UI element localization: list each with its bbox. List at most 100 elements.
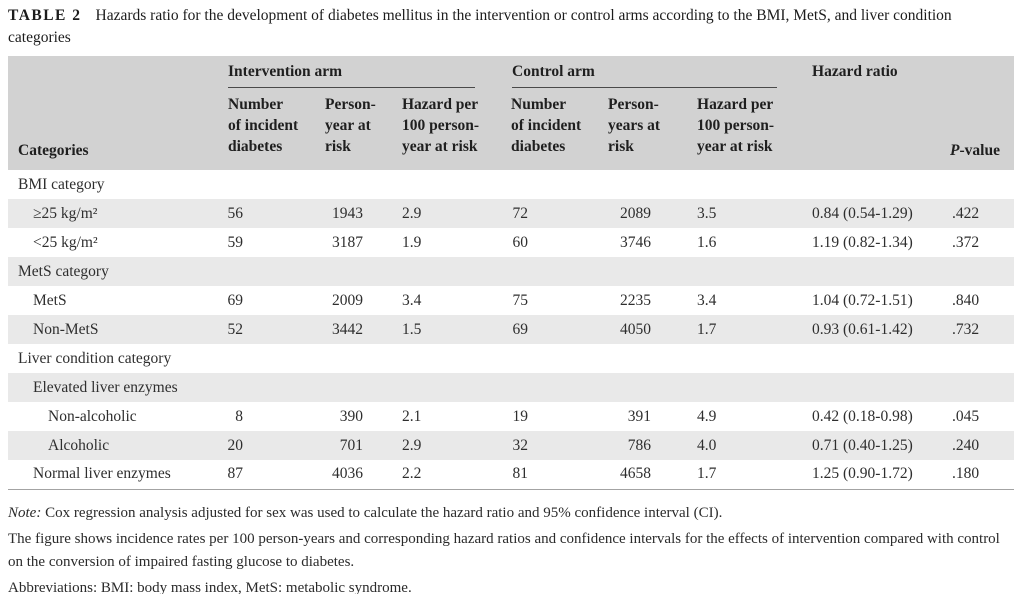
column-header-row: Categories Number of incident diabetes P… — [8, 90, 1015, 170]
cell — [932, 170, 1014, 199]
data-row-bmi-lt25: <25 kg/m² 59 3187 1.9 60 3746 1.6 1.19 (… — [8, 228, 1014, 257]
note-abbreviations: Abbreviations: BMI: body mass index, Met… — [8, 580, 412, 594]
cell: 59 — [227, 233, 244, 251]
cell — [496, 257, 594, 286]
cell — [387, 344, 496, 373]
row-label: <25 kg/m² — [33, 233, 98, 251]
control-person-years-header: Person- years at risk — [593, 90, 673, 170]
cell: .732 — [932, 315, 1015, 344]
cell: 4.0 — [672, 431, 793, 460]
cell: 0.42 (0.18-0.98) — [812, 407, 913, 425]
cell: 1.5 — [387, 315, 497, 344]
table-caption-text: Hazards ratio for the development of dia… — [8, 7, 952, 46]
cell: 2.2 — [387, 460, 497, 490]
cell — [387, 257, 497, 286]
section-row-elevated-liver-enzymes: Elevated liver enzymes — [8, 373, 1015, 402]
cell — [792, 344, 932, 373]
cell — [672, 373, 793, 402]
table-number: TABLE 2 — [8, 7, 82, 24]
empty-header-cell — [792, 90, 933, 170]
cell — [220, 257, 310, 286]
cell: 0.71 (0.40-1.25) — [792, 431, 933, 460]
control-hazard-rate-header: Hazard per 100 person- year at risk — [672, 90, 793, 170]
cell: 60 — [512, 233, 529, 251]
row-label: Normal liver enzymes — [8, 460, 220, 490]
empty-header-cell — [8, 56, 220, 90]
cell: 2.9 — [387, 199, 497, 228]
cell: .840 — [952, 291, 980, 309]
cell: 1.6 — [697, 233, 717, 251]
cell: 3187 — [332, 233, 363, 251]
cell — [220, 373, 310, 402]
row-label: Non-MetS — [8, 315, 220, 344]
cell: 701 — [310, 431, 387, 460]
section-row-bmi-category: BMI category — [8, 170, 1014, 199]
control-arm-group-header: Control arm — [496, 56, 793, 90]
data-row-mets: MetS 69 2009 3.4 75 2235 3.4 1.04 (0.72-… — [8, 286, 1014, 315]
cell: 1.9 — [402, 233, 422, 251]
section-row-mets-category: MetS category — [8, 257, 1015, 286]
data-row-normal-liver-enzymes: Normal liver enzymes 87 4036 2.2 81 4658… — [8, 460, 1015, 490]
table-footnotes: Note: Cox regression analysis adjusted f… — [8, 502, 1018, 594]
row-label: BMI category — [18, 175, 105, 193]
cell: .180 — [932, 460, 1015, 490]
cell: .045 — [952, 407, 980, 425]
data-row-non-mets: Non-MetS 52 3442 1.5 69 4050 1.7 0.93 (0… — [8, 315, 1015, 344]
cell: 391 — [627, 407, 652, 425]
cell — [220, 170, 310, 199]
cell — [496, 373, 594, 402]
note-cox-regression: Note: Cox regression analysis adjusted f… — [8, 505, 723, 521]
cell: 1.7 — [672, 460, 793, 490]
cell: 8 — [235, 407, 243, 425]
cell: 3.4 — [402, 291, 422, 309]
cell — [310, 373, 387, 402]
cell: 786 — [593, 431, 673, 460]
cell: 2235 — [620, 291, 652, 309]
cell: 3746 — [620, 233, 652, 251]
hazard-ratio-table: Intervention arm Control arm Hazard rati… — [8, 56, 1015, 490]
cell — [792, 373, 933, 402]
cell: 72 — [496, 199, 594, 228]
row-label: MetS — [33, 291, 67, 309]
cell: 52 — [220, 315, 310, 344]
cell: 81 — [496, 460, 594, 490]
cell: 19 — [512, 407, 529, 425]
data-row-non-alcoholic: Non-alcoholic 8 390 2.1 19 391 4.9 0.42 … — [8, 402, 1014, 431]
cell: 32 — [496, 431, 594, 460]
control-incident-diabetes-header: Number of incident diabetes — [496, 90, 594, 170]
cell: .422 — [932, 199, 1015, 228]
cell — [496, 170, 593, 199]
intervention-person-year-header: Person- year at risk — [310, 90, 387, 170]
cell: 0.84 (0.54-1.29) — [792, 199, 933, 228]
cell: 3.4 — [697, 291, 717, 309]
cell — [932, 373, 1015, 402]
cell: 1.19 (0.82-1.34) — [812, 233, 913, 251]
cell: 75 — [512, 291, 529, 309]
cell: 20 — [220, 431, 310, 460]
cell: .372 — [952, 233, 980, 251]
cell — [593, 257, 673, 286]
cell — [593, 344, 672, 373]
cell: 0.93 (0.61-1.42) — [792, 315, 933, 344]
cell — [496, 344, 593, 373]
cell: 2089 — [593, 199, 673, 228]
cell: 56 — [220, 199, 310, 228]
cell — [932, 257, 1015, 286]
cell — [932, 344, 1014, 373]
cell: 4.9 — [697, 407, 717, 425]
cell: 3.5 — [672, 199, 793, 228]
row-label: Elevated liver enzymes — [8, 373, 220, 402]
group-header-row: Intervention arm Control arm Hazard rati… — [8, 56, 1015, 90]
cell — [672, 344, 792, 373]
cell: 1.7 — [672, 315, 793, 344]
cell: .240 — [932, 431, 1015, 460]
note-figure-description: The figure shows incidence rates per 100… — [8, 531, 1000, 570]
cell — [310, 257, 387, 286]
cell — [310, 170, 387, 199]
intervention-incident-diabetes-header: Number of incident diabetes — [220, 90, 310, 170]
cell: 4658 — [593, 460, 673, 490]
data-row-alcoholic: Alcoholic 20 701 2.9 32 786 4.0 0.71 (0.… — [8, 431, 1015, 460]
cell — [387, 170, 496, 199]
cell: 4036 — [310, 460, 387, 490]
cell: 3442 — [310, 315, 387, 344]
